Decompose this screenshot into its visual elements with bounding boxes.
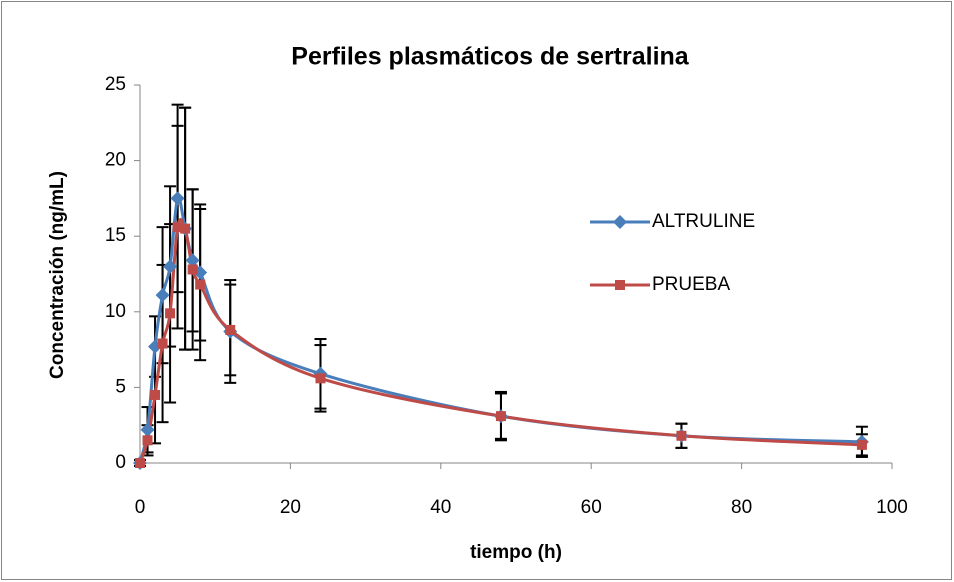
marker (135, 458, 145, 468)
marker (856, 439, 867, 450)
marker (187, 264, 198, 275)
x-axis-label: tiempo (h) (470, 542, 562, 563)
marker (172, 222, 183, 233)
legend-marker (615, 280, 625, 290)
legend-label: ALTRULINE (652, 211, 755, 232)
y-tick-label: 25 (105, 74, 126, 95)
marker (142, 435, 153, 446)
marker (676, 430, 687, 441)
legend-marker (613, 215, 627, 229)
x-tick-label: 40 (430, 497, 451, 518)
marker (180, 223, 191, 234)
marker (165, 308, 176, 319)
x-tick-label: 20 (280, 497, 301, 518)
marker (170, 191, 185, 206)
y-tick-label: 20 (105, 150, 126, 171)
chart-title: Perfiles plasmáticos de sertralina (291, 43, 690, 71)
marker (140, 422, 155, 437)
marker (150, 389, 161, 400)
marker (495, 411, 506, 422)
marker (185, 253, 200, 268)
marker (157, 338, 168, 349)
y-tick-label: 15 (105, 225, 126, 246)
x-tick-label: 60 (581, 497, 602, 518)
series-line (138, 218, 862, 464)
marker (195, 279, 206, 290)
y-tick-label: 5 (115, 376, 126, 397)
marker (155, 288, 170, 303)
legend-label: PRUEBA (652, 274, 730, 295)
marker (225, 324, 236, 335)
y-tick-label: 10 (105, 301, 126, 322)
marker (163, 259, 178, 274)
x-tick-label: 0 (135, 497, 146, 518)
x-tick-label: 100 (876, 497, 908, 518)
marker (315, 373, 326, 384)
y-axis-label: Concentración (ng/mL) (47, 171, 68, 379)
y-tick-label: 0 (115, 452, 126, 473)
x-tick-label: 80 (731, 497, 752, 518)
